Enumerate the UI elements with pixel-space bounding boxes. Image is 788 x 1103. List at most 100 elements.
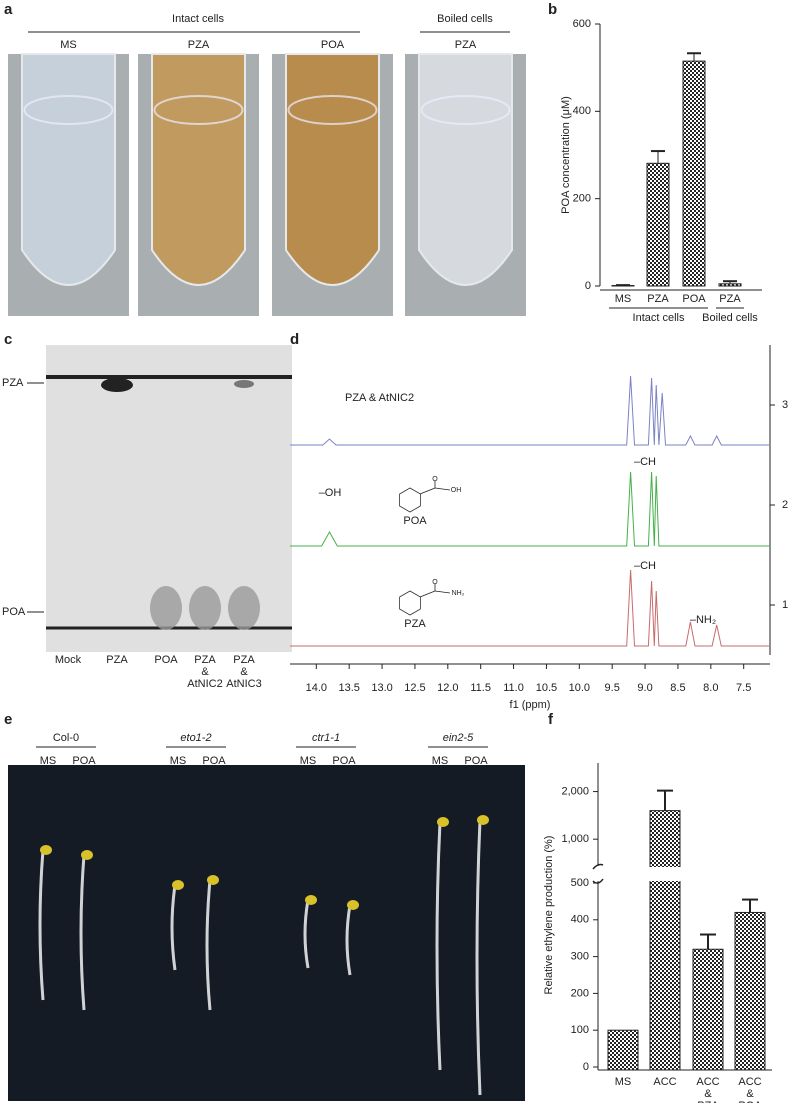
x-tick-label: 11.5 [470,682,491,694]
y-tick-label: 400 [573,105,591,117]
annotation: –CH [634,560,656,572]
panel-label: c [4,331,12,348]
lane-label: & [240,666,248,678]
x-tick-label: 7.5 [736,682,751,694]
x-tick-label: MS [615,1076,632,1088]
y-tick-label: 400 [571,914,589,926]
x-tick-label: 14.0 [306,682,327,694]
seedling [79,854,86,1011]
marker-label: PZA [2,377,24,389]
y-tick-label: 100 [571,1024,589,1036]
annotation: –NH₂ [690,614,716,626]
y-axis-label: POA concentration (μM) [560,96,572,214]
treatment-label: MS [432,755,449,767]
y-tick-label: 2,000 [561,785,589,797]
x-tick-label: ACC [738,1076,761,1088]
x-tick-label: MS [615,293,632,305]
x-tick-label: POA [738,1100,762,1103]
x-tick-label: 9.0 [637,682,652,694]
seedling [345,904,352,976]
spot [189,586,221,630]
x-tick-label: PZA [719,293,741,305]
genotype-label: ein2-5 [443,732,474,744]
spectrum [290,471,770,547]
x-tick-label: ACC [696,1076,719,1088]
treatment-label: POA [72,755,96,767]
tube-label: POA [321,39,345,51]
annotation: –OH [319,487,342,499]
meniscus [153,95,244,125]
treatment-label: POA [202,755,226,767]
y-tick-label: 0 [585,280,591,292]
bar [649,810,681,1071]
y-tick-label: 1,000 [561,833,589,845]
y-tick-label: 200 [573,193,591,205]
bar [692,948,724,1071]
treatment-label: MS [170,755,187,767]
spectrum [290,569,770,647]
x-tick-label: & [704,1088,712,1100]
cotyledon [347,900,359,910]
panel-label: b [548,1,557,18]
treatment-label: MS [300,755,317,767]
group-label: Intact cells [172,13,224,25]
marker-label: POA [2,606,26,618]
tube [21,53,116,286]
bar [734,911,766,1071]
treatment-label: POA [464,755,488,767]
cotyledon [81,850,93,860]
annotation: NH₂ [452,590,465,597]
molecule-bond [419,487,436,495]
x-tick-label: 8.5 [670,682,685,694]
x-tick-label: 10.0 [569,682,590,694]
break-mark [592,863,604,884]
y-axis-label: Relative ethylene production (%) [543,836,555,995]
axis-break [590,867,770,881]
x-tick-label: PZA [647,293,669,305]
cotyledon [437,817,449,827]
meniscus [23,95,114,125]
panel-label: f [548,711,554,728]
lane-label: POA [154,654,178,666]
molecule-ring [399,487,421,513]
lane-label: PZA [233,654,255,666]
y-tick-label: 300 [571,951,589,963]
x-tick-label: 8.0 [703,682,718,694]
x-tick-label: 11.0 [503,682,524,694]
x-tick-label: 9.5 [605,682,620,694]
tube-label: PZA [188,39,210,51]
seedling-photo [8,765,525,1101]
meniscus [420,95,511,125]
y-tick-label: 200 [571,987,589,999]
y2-tick-label: 1 [782,599,788,611]
spot [228,586,260,630]
bar [607,1029,639,1071]
x-tick-label: 12.0 [437,682,458,694]
spectrum [290,375,770,446]
meniscus [287,95,378,125]
seedling [435,821,442,1071]
x-tick-label: POA [682,293,706,305]
spot [101,378,133,392]
spot [234,380,254,388]
cotyledon [477,815,489,825]
treatment-label: POA [332,755,356,767]
treatment-label: MS [40,755,57,767]
bar [682,60,706,287]
seedling [38,849,45,1001]
x-tick-label: 12.5 [404,682,425,694]
x-tick-label: 13.0 [371,682,392,694]
molecule-ring [399,590,421,616]
seedling [205,879,212,1011]
cotyledon [305,895,317,905]
annotation: O [432,476,438,483]
group-label: Boiled cells [437,13,493,25]
x-tick-label: 10.5 [536,682,557,694]
lane-label: AtNIC3 [226,678,261,690]
seedling [475,819,482,1096]
genotype-label: ctr1-1 [312,732,340,744]
tube [418,53,513,286]
genotype-label: eto1-2 [180,732,211,744]
spectrum-label: PZA & AtNIC2 [345,392,414,404]
